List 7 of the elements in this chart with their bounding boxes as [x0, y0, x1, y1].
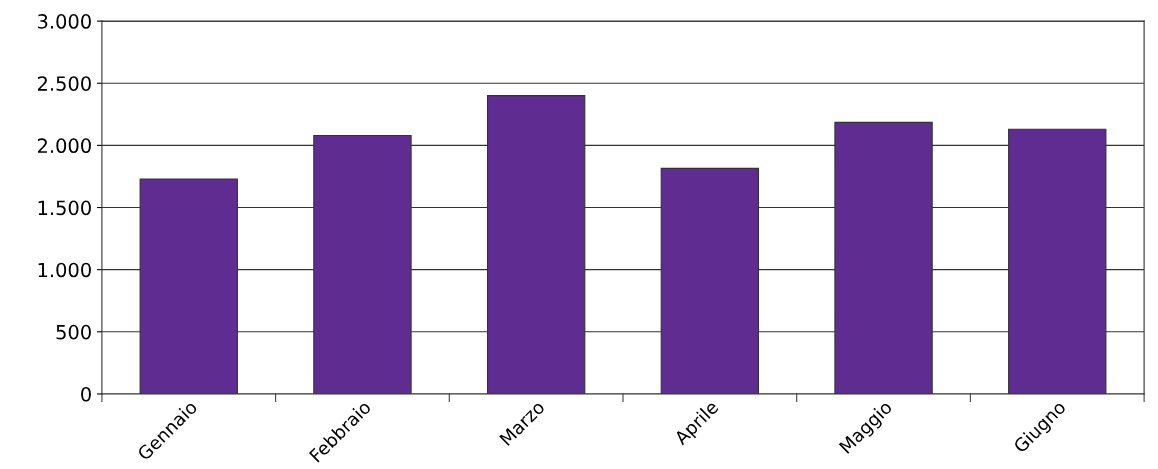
y-tick-label: 3.000: [38, 14, 91, 29]
y-tick-label: 1.000: [38, 262, 91, 278]
y-tick-label: 2.500: [37, 76, 91, 91]
y-tick-label: 2.000: [37, 138, 91, 154]
y-tick-label: 1.500: [38, 200, 91, 216]
y-tick-label: 0: [81, 386, 91, 402]
y-tick-label: 500: [56, 324, 91, 340]
